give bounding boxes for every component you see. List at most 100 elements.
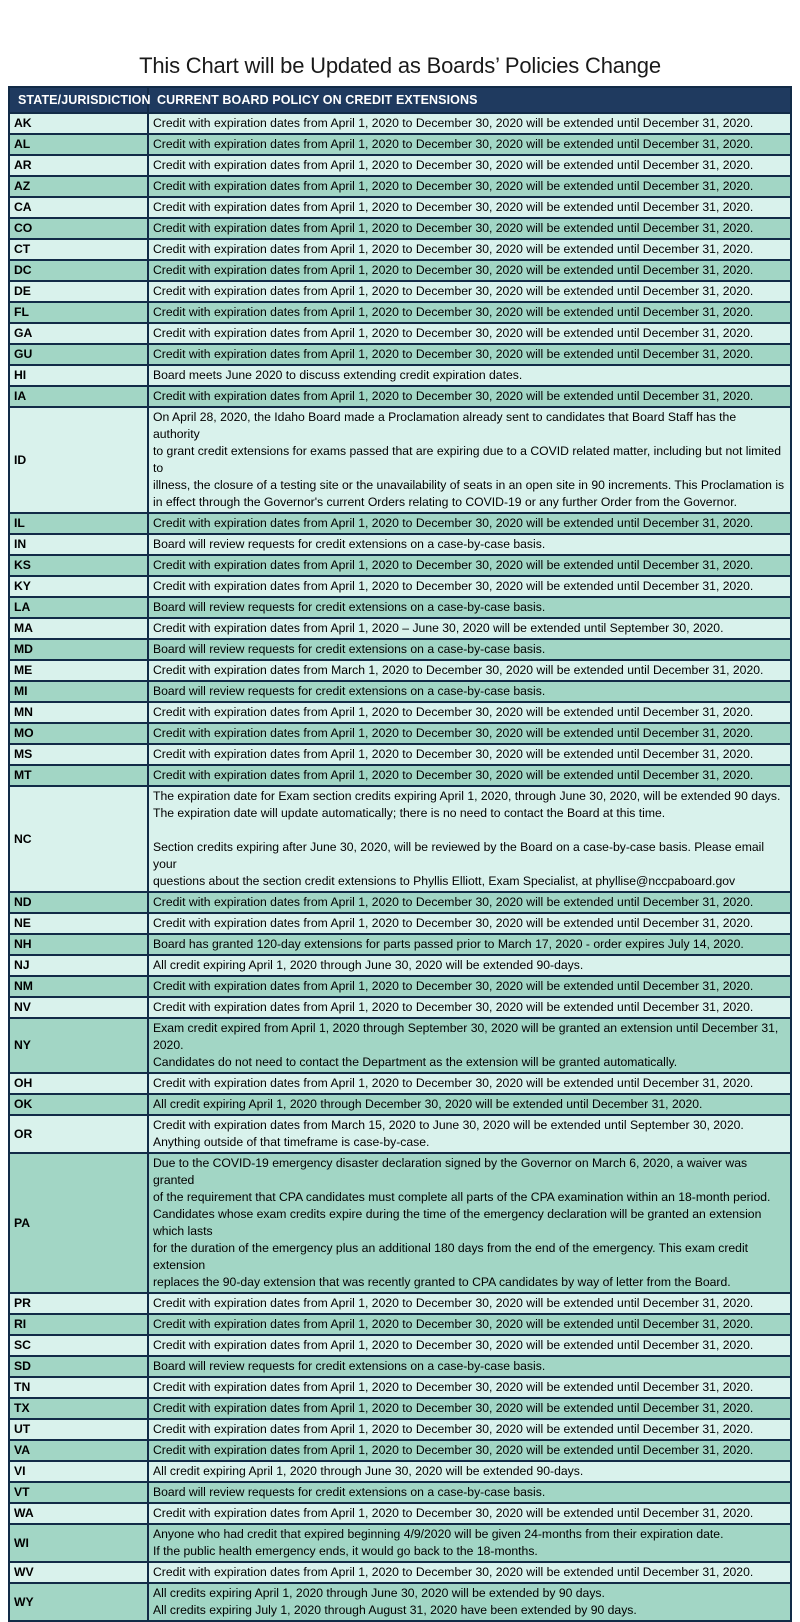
policy-cell: Credit with expiration dates from April … (147, 133, 792, 156)
policy-cell: Credit with expiration dates from April … (147, 175, 792, 198)
policy-cell: Credit with expiration dates from April … (147, 1376, 792, 1399)
state-cell: LA (8, 596, 149, 619)
policy-cell: Credit with expiration dates from April … (147, 554, 792, 577)
policy-line: All credits expiring July 1, 2020 throug… (153, 1603, 637, 1617)
policy-line: Board will review requests for credit ex… (153, 1359, 546, 1373)
policy-line: Candidates do not need to contact the De… (153, 1055, 678, 1069)
state-cell: RI (8, 1313, 149, 1336)
board-policy-table: STATE/JURISDICTION CURRENT BOARD POLICY … (8, 86, 792, 1622)
table-row: ID On April 28, 2020, the Idaho Board mad… (8, 406, 792, 514)
state-cell: NV (8, 996, 149, 1019)
policy-line: questions about the section credit exten… (153, 874, 736, 888)
policy-cell: Credit with expiration dates from April … (147, 912, 792, 935)
table-row: VI All credit expiring April 1, 2020 thro… (8, 1460, 792, 1483)
policy-cell: Due to the COVID-19 emergency disaster d… (147, 1152, 792, 1294)
table-row: VT Board will review requests for credit … (8, 1481, 792, 1504)
policy-line: Credit with expiration dates from April … (153, 1401, 754, 1415)
state-cell: SD (8, 1355, 149, 1378)
state-cell: GA (8, 322, 149, 345)
policy-line: Board will review requests for credit ex… (153, 600, 546, 614)
table-row: IA Credit with expiration dates from Apri… (8, 385, 792, 408)
table-row: MA Credit with expiration dates from Apri… (8, 617, 792, 640)
table-row: OR Credit with expiration dates from Marc… (8, 1114, 792, 1154)
policy-line: Section credits expiring after June 30, … (153, 840, 765, 871)
state-cell: KY (8, 575, 149, 598)
policy-line: replaces the 90-day extension that was r… (153, 1275, 731, 1289)
table-row: WV Credit with expiration dates from Apri… (8, 1561, 792, 1584)
table-row: WA Credit with expiration dates from Apri… (8, 1502, 792, 1525)
state-cell: VT (8, 1481, 149, 1504)
policy-line: Credit with expiration dates from April … (153, 705, 754, 719)
policy-cell: Credit with expiration dates from April … (147, 743, 792, 766)
table-row: MO Credit with expiration dates from Apri… (8, 722, 792, 745)
state-cell: IN (8, 533, 149, 556)
policy-cell: Credit with expiration dates from April … (147, 259, 792, 282)
state-cell: WI (8, 1523, 149, 1563)
policy-line: Credit with expiration dates from April … (153, 158, 754, 172)
policy-line: Credit with expiration dates from April … (153, 979, 754, 993)
policy-cell: Credit with expiration dates from April … (147, 575, 792, 598)
state-cell: NM (8, 975, 149, 998)
state-cell: AZ (8, 175, 149, 198)
table-row: GU Credit with expiration dates from Apri… (8, 343, 792, 366)
table-row: PA Due to the COVID-19 emergency disaster… (8, 1152, 792, 1294)
state-cell: MS (8, 743, 149, 766)
policy-cell: Anyone who had credit that expired begin… (147, 1523, 792, 1563)
policy-cell: Board will review requests for credit ex… (147, 596, 792, 619)
policy-line: illness, the closure of a testing site o… (153, 478, 785, 492)
state-cell: TN (8, 1376, 149, 1399)
state-cell: DC (8, 259, 149, 282)
policy-line: Credit with expiration dates from April … (153, 558, 754, 572)
table-row: NV Credit with expiration dates from Apri… (8, 996, 792, 1019)
table-row: LA Board will review requests for credit … (8, 596, 792, 619)
table-row: MN Credit with expiration dates from Apri… (8, 701, 792, 724)
table-row: KY Credit with expiration dates from Apri… (8, 575, 792, 598)
state-cell: IA (8, 385, 149, 408)
table-row: MD Board will review requests for credit … (8, 638, 792, 661)
policy-cell: Credit with expiration dates from April … (147, 1561, 792, 1584)
policy-line: Credit with expiration dates from April … (153, 284, 754, 298)
policy-line: Credit with expiration dates from April … (153, 1422, 754, 1436)
table-row: NH Board has granted 120-day extensions f… (8, 933, 792, 956)
policy-line: Credit with expiration dates from April … (153, 1000, 754, 1014)
table-row: ME Credit with expiration dates from Marc… (8, 659, 792, 682)
state-cell: VA (8, 1439, 149, 1462)
state-cell: OR (8, 1114, 149, 1154)
policy-line: Due to the COVID-19 emergency disaster d… (153, 1156, 748, 1187)
table-row: DC Credit with expiration dates from Apri… (8, 259, 792, 282)
state-cell: MO (8, 722, 149, 745)
policy-line: for the duration of the emergency plus a… (153, 1241, 749, 1272)
policy-cell: Board meets June 2020 to discuss extendi… (147, 364, 792, 387)
policy-line: All credit expiring April 1, 2020 throug… (153, 1097, 703, 1111)
state-cell: PR (8, 1292, 149, 1315)
table-row: DE Credit with expiration dates from Apri… (8, 280, 792, 303)
table-row: OK All credit expiring April 1, 2020 thro… (8, 1093, 792, 1116)
policy-cell: The expiration date for Exam section cre… (147, 785, 792, 893)
state-cell: DE (8, 280, 149, 303)
state-cell: AK (8, 112, 149, 135)
state-cell: NY (8, 1017, 149, 1074)
state-cell: IL (8, 512, 149, 535)
policy-line: Credit with expiration dates from April … (153, 1317, 754, 1331)
table-body: AK Credit with expiration dates from Apri… (8, 112, 792, 1622)
policy-cell: Board will review requests for credit ex… (147, 680, 792, 703)
policy-line: Board will review requests for credit ex… (153, 684, 546, 698)
column-header-state-jurisdiction: STATE/JURISDICTION (8, 86, 150, 114)
policy-line: Credit with expiration dates from April … (153, 747, 754, 761)
table-row: RI Credit with expiration dates from Apri… (8, 1313, 792, 1336)
table-row: NM Credit with expiration dates from Apri… (8, 975, 792, 998)
state-cell: ND (8, 891, 149, 914)
policy-cell: Board will review requests for credit ex… (147, 533, 792, 556)
table-row: GA Credit with expiration dates from Apri… (8, 322, 792, 345)
state-cell: GU (8, 343, 149, 366)
table-row: TX Credit with expiration dates from Apri… (8, 1397, 792, 1420)
state-cell: NH (8, 933, 149, 956)
policy-cell: Board will review requests for credit ex… (147, 1481, 792, 1504)
policy-cell: Credit with expiration dates from April … (147, 1292, 792, 1315)
table-row: NE Credit with expiration dates from Apri… (8, 912, 792, 935)
state-cell: CO (8, 217, 149, 240)
policy-cell: Credit with expiration dates from April … (147, 196, 792, 219)
policy-cell: Credit with expiration dates from April … (147, 764, 792, 787)
table-row: WY All credits expiring April 1, 2020 thr… (8, 1582, 792, 1622)
state-cell: ME (8, 659, 149, 682)
